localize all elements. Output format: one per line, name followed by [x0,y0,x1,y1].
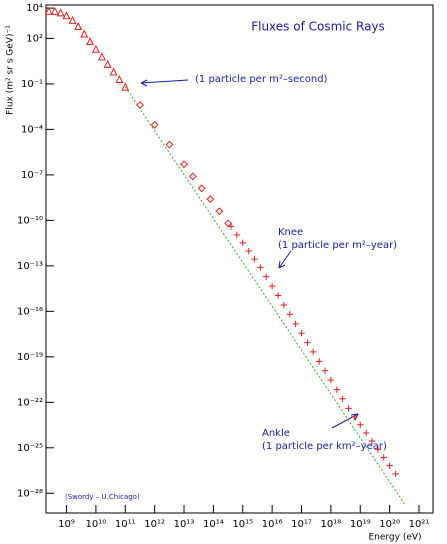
x-tick-label: 10¹⁶ [262,519,283,530]
x-tick-label: 10²⁰ [379,519,400,530]
cross-point [298,330,305,337]
diamond-point [165,140,174,149]
triangle-point [103,59,112,68]
y-axis-label: Flux (m² sr s GeV)⁻¹ [6,25,16,115]
cross-point [351,413,358,421]
y-tick-label: 10⁻²⁸ [17,488,43,499]
diamond-point [180,160,188,169]
y-tick-label: 10⁴ [26,3,43,14]
triangle-point [62,11,71,20]
cross-point [227,223,235,230]
chart-title: Fluxes of Cosmic Rays [251,20,385,34]
diamond-point [215,207,224,216]
cross-point [233,231,241,239]
cross-point [286,311,294,318]
x-tick-label: 10¹¹ [115,519,136,530]
triangle-point [85,37,95,46]
cross-point [280,301,288,309]
cross-point [327,376,335,384]
triangle-point [91,44,100,53]
plot-frame [45,4,434,514]
cross-point [274,292,282,299]
cross-point [357,421,364,428]
x-tick-label: 10¹⁵ [232,519,253,530]
annotation: (1 particle per km²–year) [262,441,387,452]
cross-point [257,264,264,271]
diamond-point [197,184,206,193]
y-tick-label: 10⁻¹⁹ [17,352,43,363]
cross-point [380,454,387,461]
x-tick-label: 10¹⁸ [320,519,341,530]
x-tick-label: 10²¹ [409,519,430,530]
x-tick-label: 10¹⁰ [86,519,107,530]
triangle-point [56,8,65,17]
y-tick-label: 10⁻¹⁶ [17,306,43,317]
triangle-point [97,52,106,61]
cross-point [245,247,252,255]
triangle-point [80,29,89,38]
cross-point [363,429,370,437]
annotation: (1 particle per m²–year) [278,240,397,251]
x-tick-label: 10⁹ [58,519,75,530]
x-tick-label: 10¹⁷ [291,519,312,530]
cross-point [368,437,376,445]
annotation: (1 particle per m²–second) [195,74,328,85]
y-tick-label: 10² [26,33,43,44]
cross-point [292,320,299,328]
cross-point [309,348,317,356]
cross-point [263,273,270,280]
triangle-point [115,75,124,84]
x-tick-label: 10¹⁴ [203,519,224,530]
triangle-point [68,15,77,24]
x-tick-label: 10¹⁹ [350,519,371,530]
cross-point [386,462,393,469]
annotation: Ankle [262,428,290,439]
cross-point [251,255,258,263]
triangle-point [121,82,130,91]
cross-point [374,446,382,453]
triangle-point [50,6,59,15]
y-tick-label: 10⁻¹ [21,79,43,90]
diamond-point [188,172,197,181]
cross-point [239,239,246,247]
annotation: Knee [278,227,303,238]
y-tick-label: 10⁻⁴ [21,124,43,135]
cross-point [345,405,352,412]
cross-point [315,358,323,365]
x-tick-label: 10¹² [144,519,165,530]
annotation: (Swordy – U.Chicago) [65,493,140,501]
y-tick-label: 10⁻¹⁰ [17,215,43,226]
cross-point [268,282,276,290]
y-tick-label: 10⁻⁷ [21,170,43,181]
cross-point [304,339,311,346]
triangle-point [44,6,53,15]
cross-point [321,367,329,374]
triangle-point [109,67,118,76]
triangle-point [74,21,83,30]
diamond-point [206,195,215,204]
x-tick-label: 10¹³ [174,519,195,530]
diamond-point [150,120,159,129]
cross-point [333,386,341,393]
y-tick-label: 10⁻²⁵ [17,443,43,454]
y-tick-label: 10⁻¹³ [17,261,43,272]
diamond-point [136,101,145,110]
cross-point [339,395,346,403]
x-axis-label: Energy (eV) [368,533,421,543]
cross-point [392,470,399,478]
y-tick-label: 10⁻²² [17,397,43,408]
